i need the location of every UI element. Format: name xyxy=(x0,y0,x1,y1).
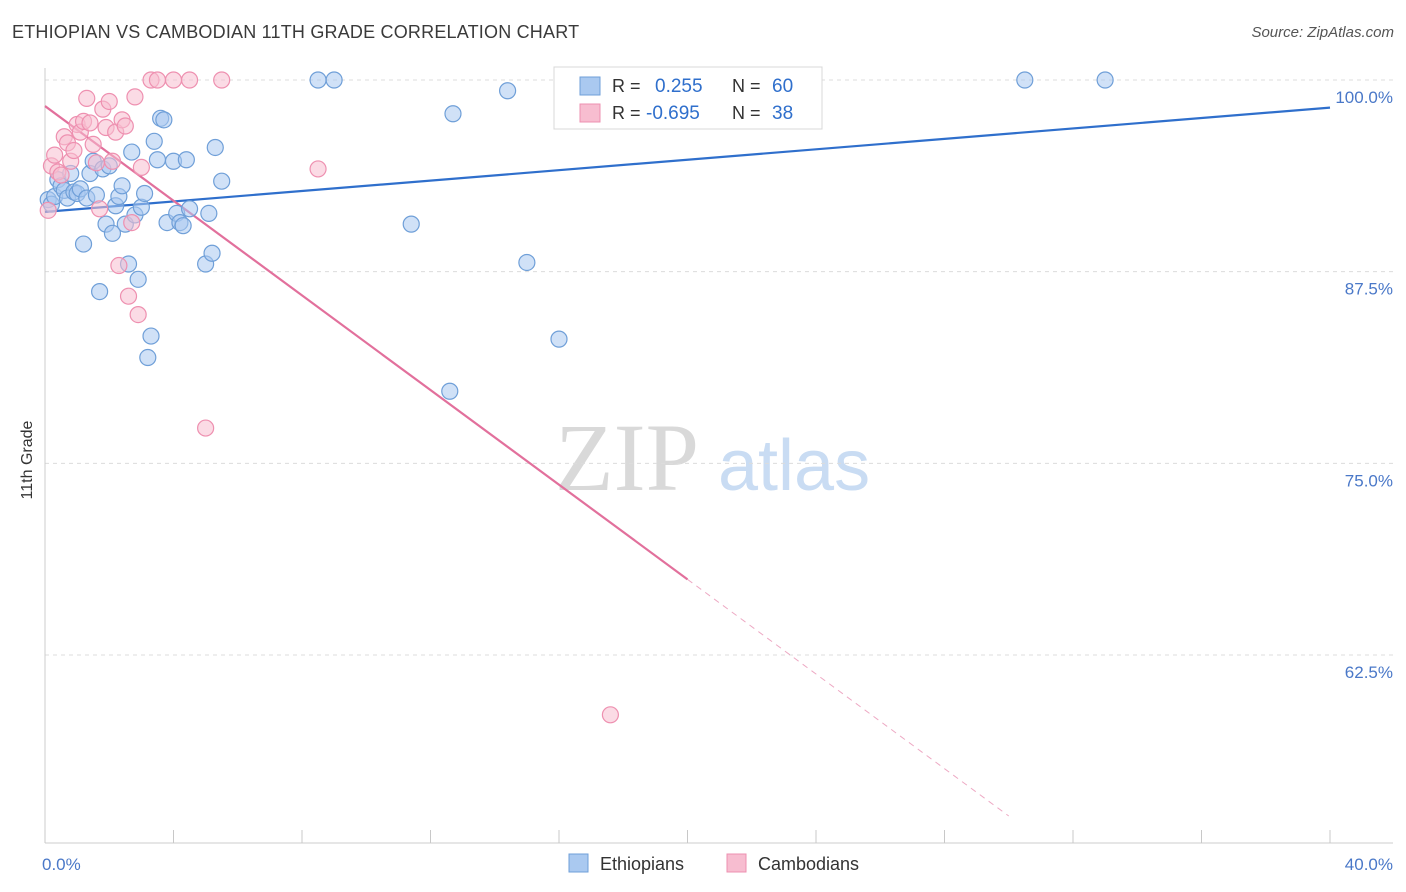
ethiopians-point xyxy=(402,215,420,233)
cambodians-point xyxy=(116,117,134,135)
watermark: ZIP atlas xyxy=(555,404,870,511)
ethiopians-point xyxy=(499,82,517,100)
legend-cambodians-label: Cambodians xyxy=(758,854,859,874)
ethiopians-point xyxy=(180,200,199,218)
y-tick-label: 75.0% xyxy=(1345,471,1393,490)
trend-lines xyxy=(44,105,1331,817)
cambodians-point xyxy=(103,152,122,170)
cambodians-point xyxy=(81,114,99,132)
cambodians-point xyxy=(132,158,150,176)
chart-title: ETHIOPIAN VS CAMBODIAN 11TH GRADE CORREL… xyxy=(12,22,580,42)
cambodians-point xyxy=(123,214,141,232)
cambodians-r-value: -0.695 xyxy=(646,103,700,124)
ethiopians-point xyxy=(155,111,173,129)
watermark-zip: ZIP xyxy=(555,404,699,511)
cambodians-point xyxy=(164,71,183,89)
ethiopians-point xyxy=(103,224,122,242)
cambodians-point xyxy=(84,135,102,153)
x-tick-label: 0.0% xyxy=(42,855,81,874)
ethiopians-point xyxy=(200,204,218,222)
cambodians-point xyxy=(213,71,231,89)
ethiopians-point xyxy=(145,132,163,150)
ethiopians-point xyxy=(139,348,157,367)
legend-cambodians-icon xyxy=(726,853,747,873)
ethiopians-point xyxy=(441,382,459,400)
ethiopians-point xyxy=(1016,71,1034,89)
cambodians-point xyxy=(129,306,147,324)
ethiopians-point xyxy=(206,138,224,157)
cambodians-point xyxy=(78,89,96,108)
cambodians-point xyxy=(46,146,64,164)
cambodians-point xyxy=(180,71,199,89)
axes: 100.0% 87.5% 75.0% 62.5% 0.0% 40.0% xyxy=(42,68,1393,874)
cambodians-point xyxy=(309,160,327,178)
y-tick-label: 62.5% xyxy=(1345,663,1393,682)
x-tick-label: 40.0% xyxy=(1345,855,1393,874)
cambodians-point xyxy=(126,88,144,106)
trend-line-ethiopians xyxy=(44,106,1331,213)
cambodians-point xyxy=(91,200,109,218)
y-axis-title: 11th Grade xyxy=(19,420,36,499)
ethiopians-n-value: 60 xyxy=(772,76,793,97)
chart-source: Source: ZipAtlas.com xyxy=(1251,24,1394,41)
cambodians-r-label: R = xyxy=(612,103,641,123)
trend-line-extension-cambodians xyxy=(687,578,1010,817)
ethiopians-point xyxy=(123,143,141,161)
cambodians-points xyxy=(39,71,620,724)
ethiopians-point xyxy=(74,235,93,253)
watermark-atlas: atlas xyxy=(718,426,870,506)
cambodians-point xyxy=(119,287,138,305)
ethiopians-swatch-icon xyxy=(579,76,601,96)
trend-line-cambodians xyxy=(44,105,689,581)
ethiopians-point xyxy=(444,105,462,123)
cambodians-swatch-icon xyxy=(579,103,601,123)
ethiopians-point xyxy=(309,71,327,89)
cambodians-n-value: 38 xyxy=(772,103,793,124)
cambodians-point xyxy=(100,92,118,111)
ethiopians-point xyxy=(177,151,195,169)
ethiopians-point xyxy=(518,253,536,272)
ethiopians-point xyxy=(142,327,160,345)
ethiopians-point xyxy=(148,151,167,169)
cambodians-n-label: N = xyxy=(732,103,761,123)
cambodians-point xyxy=(65,141,83,160)
ethiopians-point xyxy=(1096,71,1114,89)
grid-lines xyxy=(45,79,1393,656)
legend-ethiopians-icon xyxy=(568,853,589,873)
ethiopians-point xyxy=(325,71,343,89)
ethiopians-point xyxy=(550,330,568,348)
legend-ethiopians-label: Ethiopians xyxy=(600,854,684,874)
cambodians-point xyxy=(601,706,620,724)
ethiopians-point xyxy=(203,244,221,262)
y-tick-label: 87.5% xyxy=(1345,280,1393,299)
ethiopians-r-value: 0.255 xyxy=(655,76,703,97)
ethiopians-point xyxy=(213,172,231,190)
cambodians-point xyxy=(197,419,215,437)
ethiopians-r-label: R = xyxy=(612,76,641,96)
series-legend: Ethiopians Cambodians xyxy=(568,853,859,874)
ethiopians-point xyxy=(129,270,147,288)
stats-legend: R = 0.255 N = 60 R = -0.695 N = 38 xyxy=(553,66,823,130)
ethiopians-point xyxy=(135,184,154,203)
ethiopians-point xyxy=(113,177,131,195)
y-tick-label: 100.0% xyxy=(1335,88,1393,107)
ethiopians-n-label: N = xyxy=(732,76,761,96)
cambodians-point xyxy=(39,201,57,219)
cambodians-point xyxy=(148,71,167,89)
cambodians-point xyxy=(110,256,128,275)
ethiopians-point xyxy=(174,217,192,235)
cambodians-point xyxy=(52,166,70,184)
cambodians-point xyxy=(87,154,106,172)
ethiopians-point xyxy=(91,283,109,301)
